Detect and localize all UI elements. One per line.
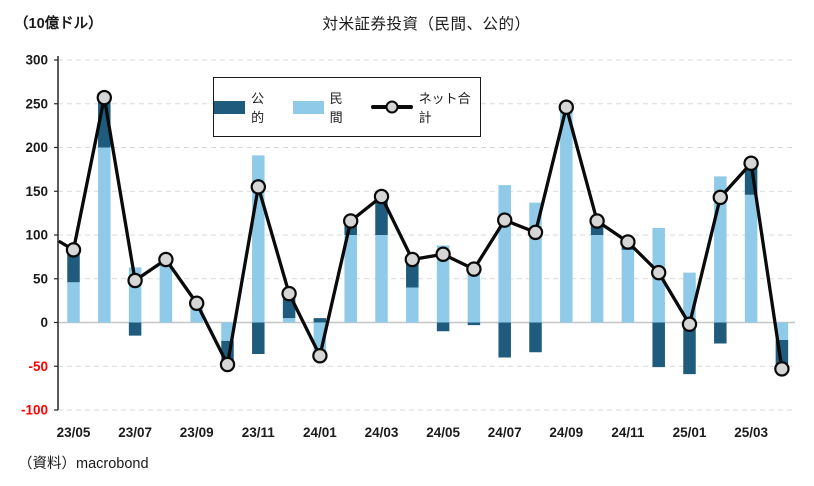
legend-item-private: 民間 <box>292 88 355 126</box>
y-tick-label: -50 <box>28 359 48 374</box>
x-tick-label: 23/07 <box>118 425 152 440</box>
bar-segment-private <box>621 249 635 323</box>
y-tick-label: 250 <box>25 96 48 111</box>
net-marker <box>620 234 636 250</box>
net-marker <box>158 251 174 268</box>
x-tick-label: 24/03 <box>365 425 399 440</box>
y-tick-label: 300 <box>25 53 48 68</box>
net-marker <box>558 99 575 115</box>
y-tick-label: 0 <box>40 315 48 330</box>
y-tick-label: 50 <box>33 271 48 286</box>
net-marker <box>774 361 790 377</box>
bar-segment-public <box>313 318 327 323</box>
x-tick-label: 23/05 <box>57 425 91 440</box>
bar-segment-public <box>714 322 727 344</box>
net-marker <box>466 261 482 277</box>
net-line-marker-icon <box>371 100 413 114</box>
bar-segment-private <box>67 282 80 323</box>
legend-label-private: 民間 <box>329 91 343 125</box>
bar-segment-private <box>590 235 604 323</box>
bar-segment-public <box>467 322 481 326</box>
net-marker <box>65 242 82 258</box>
bar-segment-private <box>221 322 234 341</box>
bar-segment-private <box>344 235 357 323</box>
net-marker <box>219 356 236 373</box>
x-tick-label: 24/01 <box>303 425 337 440</box>
bar-segment-private <box>467 266 481 323</box>
net-marker <box>589 213 605 229</box>
net-marker <box>681 316 698 332</box>
y-tick-label: 150 <box>25 184 48 199</box>
net-marker <box>404 251 420 268</box>
bar-segment-private <box>98 147 111 323</box>
net-marker <box>527 224 544 241</box>
bar-segment-public <box>498 322 511 358</box>
bar-segment-private <box>159 265 173 323</box>
net-marker <box>435 246 451 262</box>
source-label: （資料）macrobond <box>18 456 149 472</box>
net-total-line <box>57 95 784 370</box>
legend: 公的 民間 ネット合計 <box>213 77 481 137</box>
legend-item-net: ネット合計 <box>371 88 480 126</box>
bar-segment-private <box>375 235 388 323</box>
x-tick-label: 25/03 <box>734 425 768 440</box>
bar-segment-public <box>128 322 142 336</box>
y-tick-label: 200 <box>25 140 48 155</box>
public-swatch-icon <box>214 100 246 114</box>
net-marker <box>651 264 667 281</box>
net-marker <box>373 188 390 205</box>
net-marker <box>96 89 113 106</box>
net-marker <box>312 348 328 364</box>
net-marker <box>188 295 205 311</box>
y-tick-label: -100 <box>21 403 48 418</box>
bar-segment-public <box>252 322 265 354</box>
net-marker <box>127 272 143 289</box>
net-marker <box>497 212 513 228</box>
net-marker <box>281 285 297 302</box>
bar-segment-private <box>560 110 573 323</box>
x-tick-label: 23/11 <box>242 425 276 440</box>
legend-label-net: ネット合計 <box>418 91 471 125</box>
bar-segment-public <box>529 322 542 353</box>
bar-segment-private <box>282 318 296 323</box>
net-marker <box>250 179 266 195</box>
net-marker <box>743 155 759 171</box>
x-tick-label: 23/09 <box>180 425 214 440</box>
legend-item-public: 公的 <box>214 88 276 126</box>
y-tick-label: 100 <box>25 228 48 243</box>
bar-segment-public <box>683 322 696 375</box>
legend-label-public: 公的 <box>251 91 265 125</box>
bar-segment-public <box>436 322 450 332</box>
private-swatch-icon <box>292 100 324 114</box>
bar-segment-private <box>775 322 789 340</box>
net-marker <box>343 213 359 229</box>
x-tick-label: 24/05 <box>426 425 460 440</box>
net-marker <box>712 189 729 206</box>
bar-segment-private <box>406 287 419 323</box>
bar-segment-private <box>498 185 511 323</box>
x-tick-label: 24/07 <box>488 425 522 440</box>
bar-segment-private <box>744 194 758 323</box>
y-axis-unit-label: （10億ドル） <box>14 16 103 32</box>
chart-title: 対米証券投資（民間、公的） <box>322 16 531 33</box>
x-tick-label: 24/09 <box>549 425 583 440</box>
bar-segment-private <box>436 245 450 323</box>
x-tick-label: 24/11 <box>611 425 645 440</box>
bar-segment-public <box>652 322 665 368</box>
bar-segment-public <box>67 249 80 283</box>
x-tick-label: 25/01 <box>673 425 707 440</box>
